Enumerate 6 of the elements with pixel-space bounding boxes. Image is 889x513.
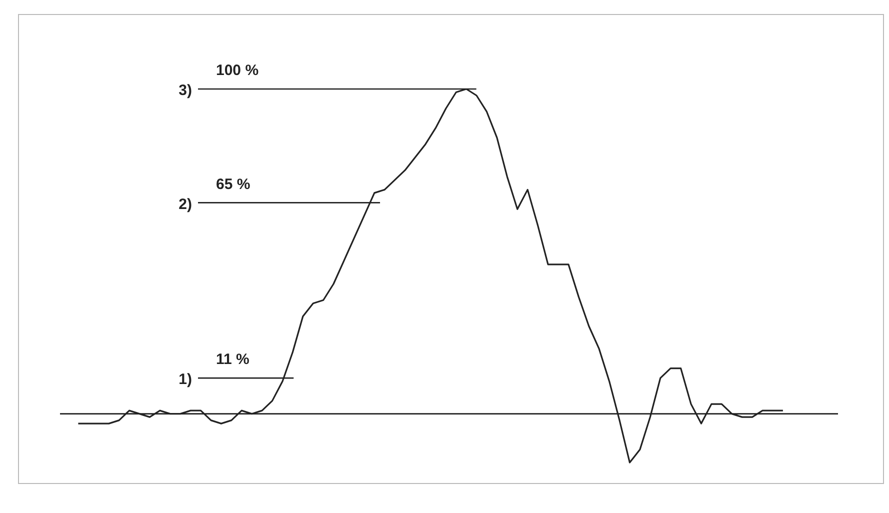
ref-line-label: 65 %: [216, 176, 250, 193]
ref-line-label: 11 %: [216, 351, 250, 368]
annotation: 1): [178, 371, 192, 388]
ref-line-label: 100 %: [216, 62, 259, 80]
annotation: 3): [178, 82, 192, 100]
annotation: 2): [178, 196, 192, 213]
